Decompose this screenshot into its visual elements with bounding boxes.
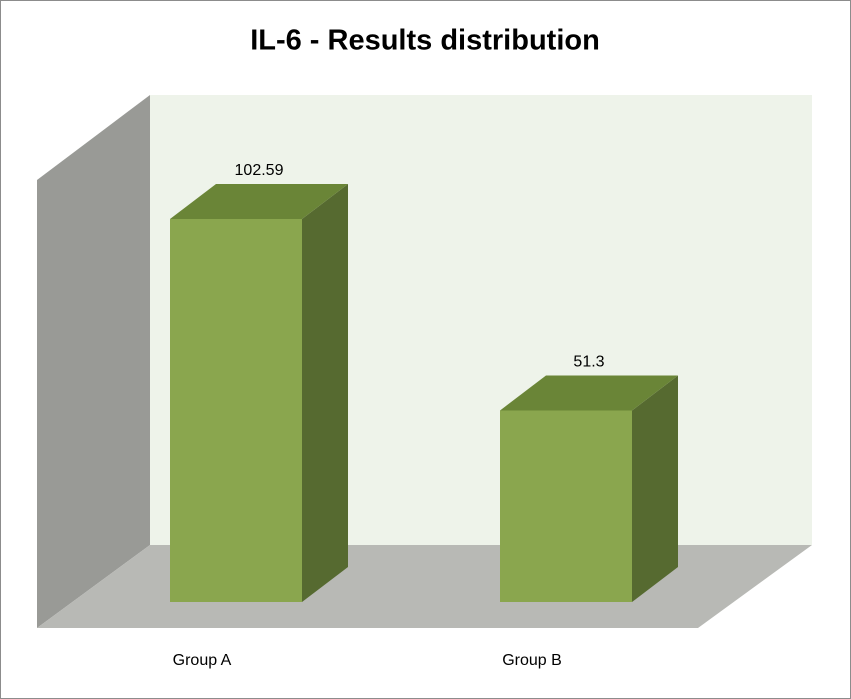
x-tick-label: Group A (173, 652, 232, 669)
bar-side (632, 375, 678, 602)
x-tick-label: Group B (502, 652, 562, 669)
bar-top (500, 375, 678, 411)
bar-side (302, 184, 348, 602)
data-label: 102.59 (235, 162, 284, 179)
data-label: 51.3 (573, 354, 604, 371)
chart-title: IL-6 - Results distribution (250, 25, 600, 57)
side-wall (37, 95, 150, 628)
bar (500, 410, 632, 602)
bar-top (170, 184, 348, 219)
floor (37, 545, 812, 628)
bar (170, 219, 302, 602)
